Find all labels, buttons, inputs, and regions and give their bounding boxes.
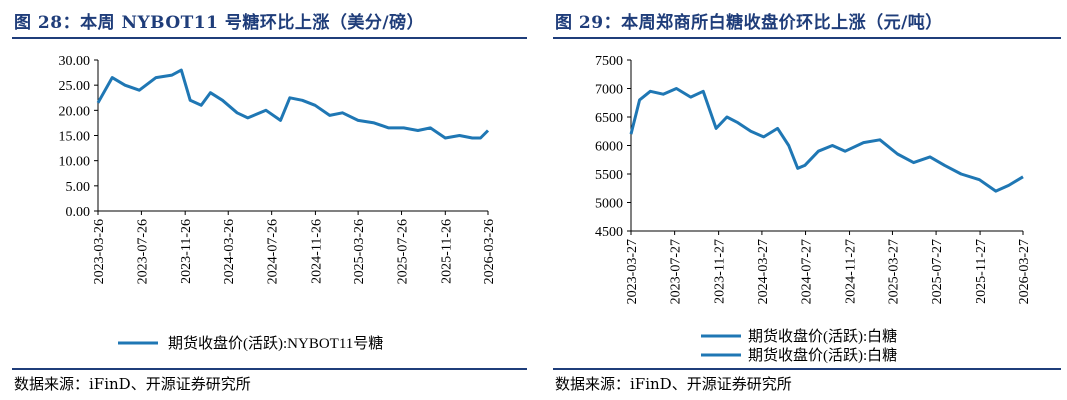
x-tick-label: 2024-03-27: [756, 239, 771, 304]
y-tick-label: 15.00: [59, 130, 91, 145]
x-tick-label: 2024-07-26: [266, 219, 281, 284]
y-tick-label: 0.00: [66, 205, 91, 220]
series-line: [629, 87, 1024, 193]
legend-label: 期货收盘价(活跃):白糖: [748, 327, 897, 345]
line-chart-zce: 4500 5000 5500 6000 6500 7000 7500 2023-03-27 20…: [595, 54, 1032, 364]
line-chart-nybot: 0.00 5.00 10.00 15.00 20.00 25.00 30.00 2023-03…: [59, 54, 498, 352]
x-tick-label: 2025-11-27: [974, 239, 989, 304]
x-tick-label: 2025-07-27: [930, 239, 945, 304]
y-tick-label: 20.00: [59, 104, 91, 119]
y-tick-label: 25.00: [59, 79, 91, 94]
y-tick-label: 5500: [595, 168, 623, 183]
x-tick-label: 2023-03-27: [625, 239, 640, 304]
x-tick-label: 2023-11-27: [713, 239, 728, 304]
data-source-note: 数据来源：iFinD、开源证券研究所: [14, 375, 251, 393]
y-tick-label: 30.00: [59, 54, 91, 69]
y-tick-label: 7500: [595, 54, 623, 69]
title-divider: [12, 37, 527, 39]
series-line: [96, 68, 490, 140]
x-tick-label: 2025-07-26: [396, 219, 411, 284]
chart-title: 图 28：本周 NYBOT11 号糖环比上涨（美分/磅）: [14, 13, 425, 33]
y-tick-label: 7000: [595, 83, 623, 98]
y-tick-label: 10.00: [59, 155, 91, 170]
source-divider: [12, 368, 527, 370]
chart-title: 图 29：本周郑商所白糖收盘价环比上涨（元/吨）: [555, 13, 943, 33]
y-tick-label: 5000: [595, 197, 623, 212]
title-divider: [553, 37, 1061, 39]
x-tick-label: 2023-11-26: [179, 219, 194, 284]
x-tick-label: 2024-11-27: [844, 239, 859, 304]
x-tick-label: 2025-11-26: [439, 219, 454, 284]
x-tick-label: 2026-03-27: [1017, 239, 1032, 304]
x-tick-label: 2023-07-27: [669, 239, 684, 304]
x-tick-label: 2023-07-26: [135, 219, 150, 284]
chart-panel-nybot: 图 28：本周 NYBOT11 号糖环比上涨（美分/磅） 0.00 5.00 10.…: [0, 0, 532, 400]
y-tick-label: 4500: [595, 225, 623, 240]
data-source-note: 数据来源：iFinD、开源证券研究所: [555, 375, 792, 393]
x-tick-label: 2024-03-26: [222, 219, 237, 284]
y-tick-label: 5.00: [66, 180, 91, 195]
x-tick-label: 2025-03-27: [886, 239, 901, 304]
x-tick-label: 2024-11-26: [309, 219, 324, 284]
x-tick-label: 2024-07-27: [800, 239, 815, 304]
legend-label: 期货收盘价(活跃):白糖: [748, 346, 897, 364]
y-tick-label: 6500: [595, 111, 623, 126]
x-tick-label: 2025-03-26: [352, 219, 367, 284]
legend-label: 期货收盘价(活跃):NYBOT11号糖: [168, 334, 383, 352]
source-divider: [553, 368, 1061, 370]
x-tick-label: 2026-03-26: [482, 219, 497, 284]
chart-panel-zce: 图 29：本周郑商所白糖收盘价环比上涨（元/吨） 4500 5000 5500 600…: [541, 0, 1067, 400]
y-tick-label: 6000: [595, 140, 623, 155]
x-tick-label: 2023-03-26: [92, 219, 107, 284]
